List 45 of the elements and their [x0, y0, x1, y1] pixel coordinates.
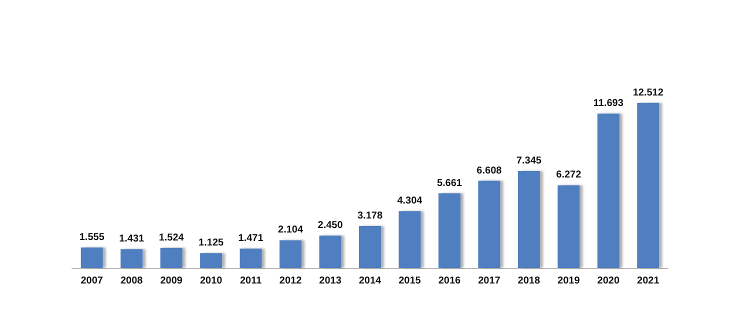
data-label: 4.304 [397, 196, 423, 207]
data-label: 5.661 [436, 178, 462, 189]
data-label: 1.125 [198, 238, 224, 249]
bar [359, 226, 381, 268]
x-tick-label: 2007 [80, 276, 104, 286]
x-tick-label: 2011 [240, 276, 262, 286]
x-tick-label: 2008 [120, 276, 144, 286]
data-label: 11.693 [593, 98, 624, 110]
x-tick-label: 2009 [160, 276, 183, 286]
bar [240, 248, 262, 268]
x-tick-label: 2010 [200, 276, 223, 286]
bar [518, 171, 540, 268]
data-label: 1.555 [79, 232, 105, 243]
data-label: 12.512 [632, 87, 664, 98]
data-label: 6.272 [556, 170, 582, 181]
bar [80, 247, 103, 268]
bar [558, 185, 580, 268]
data-label: 6.608 [476, 165, 502, 176]
bar [319, 236, 342, 268]
x-tick-label: 2019 [558, 276, 580, 286]
bar [637, 102, 660, 268]
bar [597, 114, 620, 268]
x-tick-label: 2018 [518, 276, 540, 286]
bar [200, 253, 222, 268]
x-tick-label: 2021 [637, 276, 660, 286]
bar [478, 180, 500, 268]
x-tick-label: 2015 [398, 276, 422, 286]
bar [280, 240, 302, 268]
x-tick-label: 2017 [478, 276, 501, 286]
data-label: 2.450 [318, 220, 344, 232]
data-label: 1.471 [238, 233, 264, 244]
data-label: 1.524 [158, 232, 184, 244]
x-tick-label: 2013 [319, 276, 342, 286]
bar [438, 193, 460, 268]
x-tick-label: 2012 [279, 276, 302, 286]
data-label: 2.104 [278, 224, 304, 236]
x-tick-label: 2016 [438, 276, 462, 286]
data-label: 7.345 [516, 156, 542, 167]
data-label: 1.431 [119, 234, 145, 245]
data-label: 3.178 [357, 210, 383, 222]
bar [120, 249, 143, 268]
x-tick-label: 2014 [358, 276, 382, 286]
x-tick-label: 2020 [597, 276, 620, 286]
bar [160, 248, 182, 268]
bar [398, 211, 421, 268]
